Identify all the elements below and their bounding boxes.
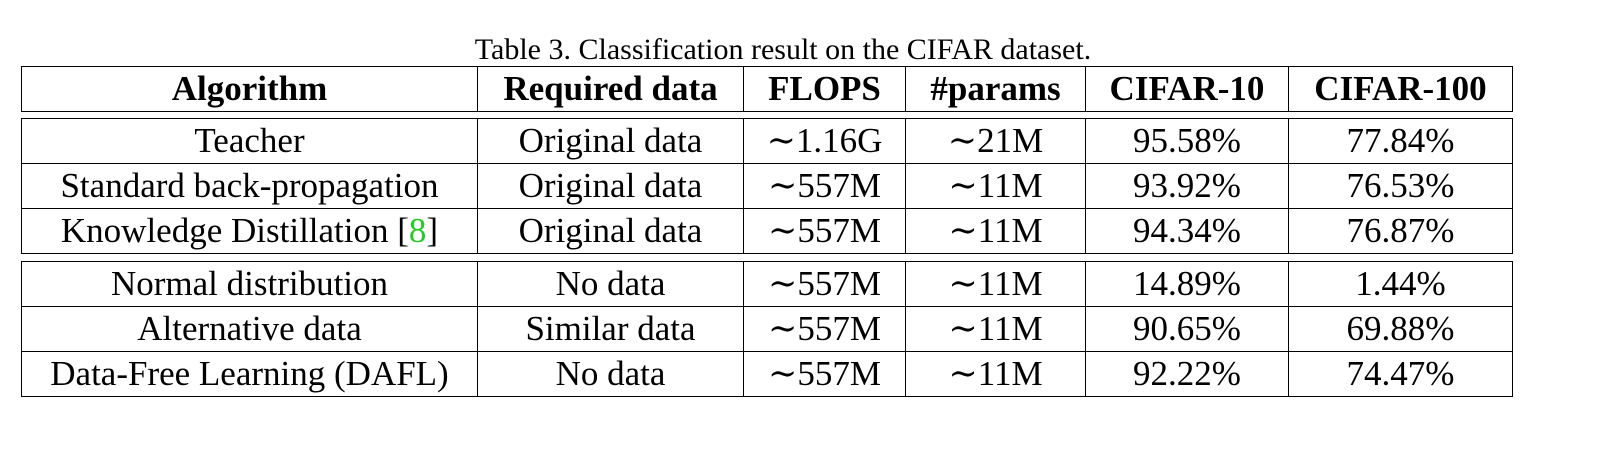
cell-params: ∼11M — [905, 261, 1086, 307]
cell-required-data: No data — [477, 261, 744, 307]
citation-bracket: ] — [426, 211, 439, 250]
cell-cifar10: 93.92% — [1085, 163, 1289, 209]
cell-algorithm: Data-Free Learning (DAFL) — [21, 351, 478, 397]
cell-required-data: No data — [477, 351, 744, 397]
cell-cifar100: 74.47% — [1288, 351, 1513, 397]
cell-algorithm: Teacher — [21, 118, 478, 164]
header-row: Algorithm Required data FLOPS #params CI… — [21, 66, 1513, 112]
table-row: Knowledge Distillation [8] Original data… — [21, 208, 1513, 254]
citation-link[interactable]: 8 — [408, 211, 427, 250]
cell-cifar100: 77.84% — [1288, 118, 1513, 164]
cell-cifar10: 94.34% — [1085, 208, 1289, 254]
header-params: #params — [905, 66, 1086, 112]
cell-cifar100: 1.44% — [1288, 261, 1513, 307]
cell-params: ∼11M — [905, 208, 1086, 254]
cell-required-data: Similar data — [477, 306, 744, 352]
cell-flops: ∼557M — [743, 351, 906, 397]
cell-cifar100: 76.53% — [1288, 163, 1513, 209]
cell-required-data: Original data — [477, 118, 744, 164]
table-row: Data-Free Learning (DAFL) No data ∼557M … — [21, 351, 1513, 397]
header-algorithm: Algorithm — [21, 66, 478, 112]
cell-flops: ∼557M — [743, 163, 906, 209]
cell-params: ∼11M — [905, 306, 1086, 352]
results-table-data-free: Normal distribution No data ∼557M ∼11M 1… — [21, 261, 1513, 397]
table-row: Normal distribution No data ∼557M ∼11M 1… — [21, 261, 1513, 307]
header-cifar100: CIFAR-100 — [1288, 66, 1513, 112]
cell-required-data: Original data — [477, 208, 744, 254]
table-row: Teacher Original data ∼1.16G ∼21M 95.58%… — [21, 118, 1513, 164]
cell-cifar100: 76.87% — [1288, 208, 1513, 254]
header-cifar10: CIFAR-10 — [1085, 66, 1289, 112]
cell-algorithm: Normal distribution — [21, 261, 478, 307]
cell-flops: ∼557M — [743, 208, 906, 254]
cell-algorithm: Knowledge Distillation [8] — [21, 208, 478, 254]
algorithm-name: Knowledge Distillation [ — [60, 211, 409, 250]
cell-flops: ∼557M — [743, 261, 906, 307]
table-caption: Table 3. Classification result on the CI… — [474, 33, 1092, 66]
table-row: Standard back-propagation Original data … — [21, 163, 1513, 209]
cell-flops: ∼1.16G — [743, 118, 906, 164]
cell-cifar10: 14.89% — [1085, 261, 1289, 307]
cell-cifar100: 69.88% — [1288, 306, 1513, 352]
cell-cifar10: 90.65% — [1085, 306, 1289, 352]
cell-flops: ∼557M — [743, 306, 906, 352]
results-table-data-based: Teacher Original data ∼1.16G ∼21M 95.58%… — [21, 118, 1513, 254]
header-flops: FLOPS — [743, 66, 906, 112]
header-required-data: Required data — [477, 66, 744, 112]
cell-params: ∼21M — [905, 118, 1086, 164]
cell-cifar10: 95.58% — [1085, 118, 1289, 164]
cell-cifar10: 92.22% — [1085, 351, 1289, 397]
results-table-header: Algorithm Required data FLOPS #params CI… — [21, 66, 1513, 112]
cell-algorithm: Standard back-propagation — [21, 163, 478, 209]
cell-params: ∼11M — [905, 163, 1086, 209]
cell-params: ∼11M — [905, 351, 1086, 397]
cell-algorithm: Alternative data — [21, 306, 478, 352]
cell-required-data: Original data — [477, 163, 744, 209]
table-row: Alternative data Similar data ∼557M ∼11M… — [21, 306, 1513, 352]
